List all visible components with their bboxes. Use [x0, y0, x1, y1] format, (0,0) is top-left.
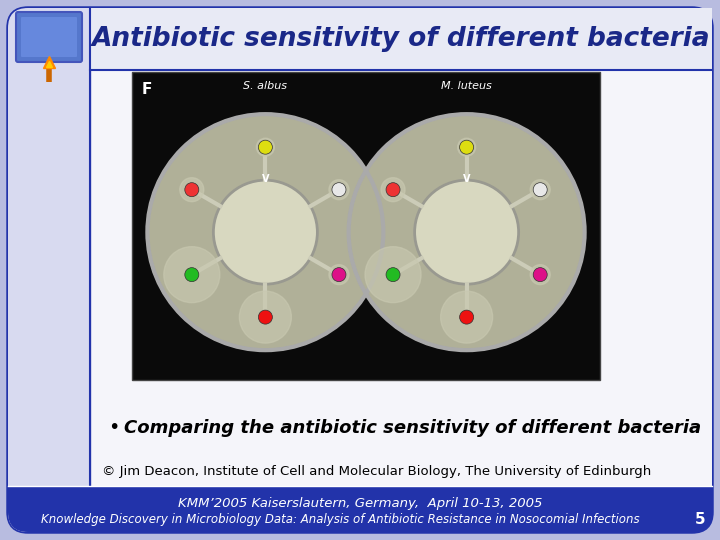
Circle shape [164, 247, 220, 302]
Circle shape [386, 183, 400, 197]
Circle shape [148, 114, 383, 350]
Circle shape [332, 268, 346, 282]
Circle shape [348, 114, 585, 350]
Bar [90, 8, 712, 70]
Circle shape [329, 180, 349, 200]
Bar [8, 486, 712, 509]
Circle shape [329, 265, 349, 285]
Text: F: F [142, 83, 153, 98]
Circle shape [534, 268, 547, 282]
Circle shape [239, 291, 292, 343]
Circle shape [386, 268, 400, 282]
Circle shape [185, 268, 199, 282]
FancyBboxPatch shape [8, 486, 712, 532]
FancyBboxPatch shape [90, 8, 712, 70]
Circle shape [256, 138, 274, 156]
Text: Antibiotic sensitivity of different bacteria: Antibiotic sensitivity of different bact… [91, 26, 710, 52]
FancyBboxPatch shape [8, 8, 90, 532]
FancyBboxPatch shape [16, 12, 82, 62]
Bar [90, 8, 442, 70]
Text: Comparing the antibiotic sensitivity of different bacteria: Comparing the antibiotic sensitivity of … [124, 418, 701, 437]
Circle shape [459, 310, 474, 324]
Bar [132, 72, 600, 380]
Circle shape [258, 140, 272, 154]
Circle shape [213, 180, 318, 284]
Circle shape [415, 180, 518, 284]
FancyBboxPatch shape [21, 17, 77, 57]
Circle shape [441, 291, 492, 343]
Circle shape [258, 310, 272, 324]
Circle shape [459, 140, 474, 154]
Circle shape [180, 178, 204, 201]
Circle shape [458, 138, 476, 156]
Text: Knowledge Discovery in Microbiology Data: Analysis of Antibiotic Resistance in N: Knowledge Discovery in Microbiology Data… [41, 512, 639, 525]
Text: M. luteus: M. luteus [441, 81, 492, 91]
Bar [90, 70, 712, 486]
Text: KMM’2005 Kaiserslautern, Germany,  April 10-13, 2005: KMM’2005 Kaiserslautern, Germany, April … [178, 497, 542, 510]
Text: 5: 5 [695, 511, 706, 526]
Text: •: • [108, 418, 120, 437]
Text: V: V [261, 174, 269, 184]
Circle shape [332, 183, 346, 197]
FancyBboxPatch shape [8, 8, 712, 532]
Text: © Jim Deacon, Institute of Cell and Molecular Biology, The University of Edinbur: © Jim Deacon, Institute of Cell and Mole… [102, 465, 652, 478]
Circle shape [185, 183, 199, 197]
Bar [90, 39, 712, 70]
Circle shape [381, 178, 405, 201]
Text: S. albus: S. albus [243, 81, 287, 91]
Text: V: V [463, 174, 470, 184]
Circle shape [365, 247, 421, 302]
Circle shape [530, 265, 550, 285]
Circle shape [534, 183, 547, 197]
Bar [49, 8, 92, 532]
Circle shape [530, 180, 550, 200]
